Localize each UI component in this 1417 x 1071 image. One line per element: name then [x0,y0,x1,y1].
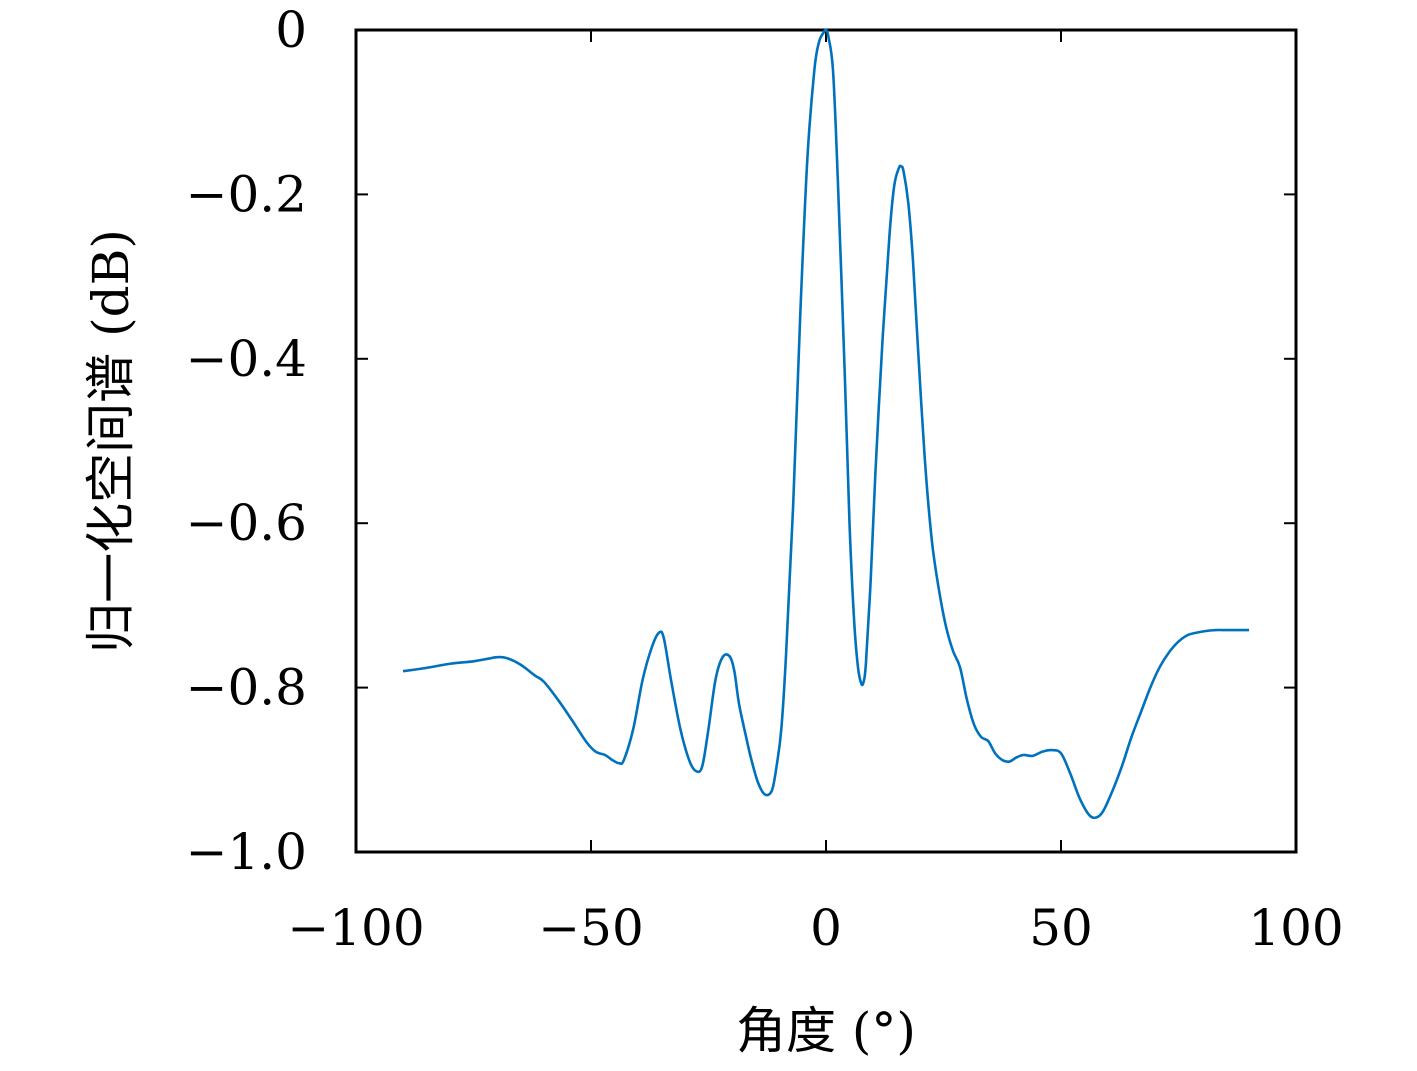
x-tick-label: 0 [810,899,842,957]
x-axis-label: 角度 (°) [736,1002,916,1060]
series-line [402,28,1249,820]
plot-frame [354,28,1298,854]
y-axis-label: 归一化空间谱 (dB) [82,229,140,653]
x-tick-label: −100 [287,899,424,957]
series-layer [402,28,1249,820]
y-tick-label: −0.2 [186,165,307,223]
y-tick-label: −0.4 [186,330,307,388]
ticks-layer [355,29,1297,853]
y-tick-label: −0.6 [186,494,307,552]
x-tick-label: −50 [538,899,644,957]
tick-labels-layer: −100 −50 0 50 100 0 −0.2 −0.4 −0.6 −0.8 −1.0 [186,1,1344,957]
y-tick-label: 0 [275,1,307,59]
y-tick-label: −0.8 [186,659,307,717]
x-tick-label: 50 [1029,899,1093,957]
x-tick-label: 100 [1248,899,1343,957]
y-tick-label: −1.0 [186,823,307,881]
